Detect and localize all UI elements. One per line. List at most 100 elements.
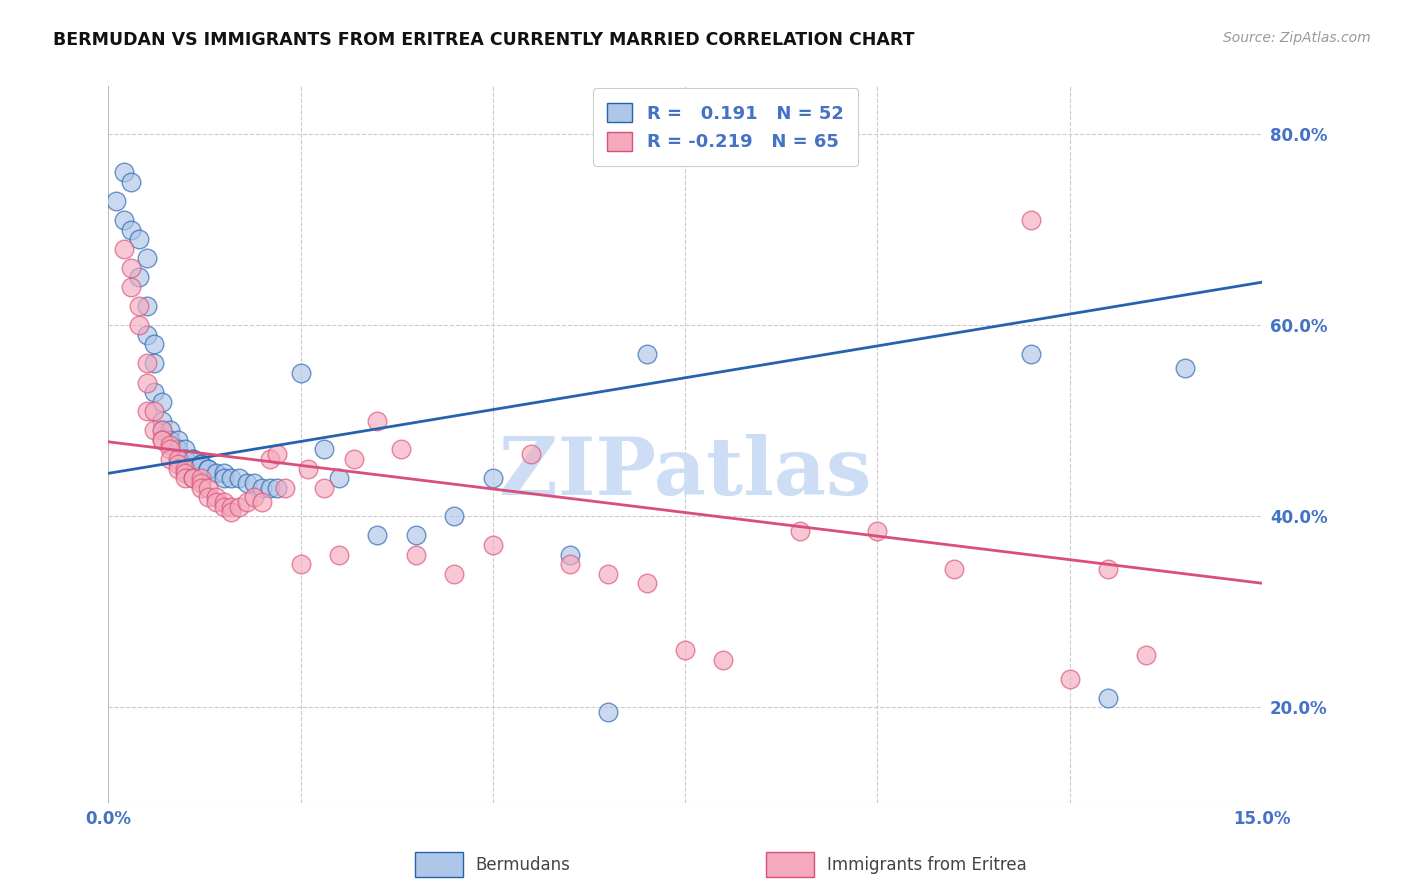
Text: Source: ZipAtlas.com: Source: ZipAtlas.com <box>1223 31 1371 45</box>
Text: BERMUDAN VS IMMIGRANTS FROM ERITREA CURRENTLY MARRIED CORRELATION CHART: BERMUDAN VS IMMIGRANTS FROM ERITREA CURR… <box>53 31 915 49</box>
Point <box>135 327 157 342</box>
Point <box>259 452 281 467</box>
Point <box>636 576 658 591</box>
Point <box>112 242 135 256</box>
Point <box>150 394 173 409</box>
Text: Bermudans: Bermudans <box>475 856 569 874</box>
Point <box>328 548 350 562</box>
Point <box>1135 648 1157 662</box>
Text: Immigrants from Eritrea: Immigrants from Eritrea <box>827 856 1026 874</box>
Point <box>150 433 173 447</box>
Point <box>481 538 503 552</box>
Point <box>128 299 150 313</box>
Point <box>174 452 197 467</box>
Point <box>190 471 212 485</box>
Point <box>128 232 150 246</box>
Point <box>598 705 620 719</box>
Point <box>405 548 427 562</box>
Point <box>120 175 142 189</box>
Point <box>212 495 235 509</box>
Point <box>343 452 366 467</box>
Point <box>143 385 166 400</box>
Point <box>181 452 204 467</box>
Point <box>221 471 243 485</box>
Point <box>228 500 250 514</box>
Point <box>120 222 142 236</box>
Point <box>228 471 250 485</box>
Point <box>150 433 173 447</box>
Point <box>190 457 212 471</box>
Point <box>1174 361 1197 376</box>
Point <box>190 475 212 490</box>
Point <box>135 299 157 313</box>
Point <box>135 252 157 266</box>
Point <box>205 467 228 481</box>
Point <box>366 414 388 428</box>
Point <box>174 461 197 475</box>
Point <box>221 500 243 514</box>
Point <box>166 433 188 447</box>
Point <box>174 442 197 457</box>
Point <box>443 509 465 524</box>
Point <box>274 481 297 495</box>
Point <box>1097 690 1119 705</box>
Point <box>159 433 181 447</box>
Point <box>713 653 735 667</box>
Point <box>598 566 620 581</box>
Point <box>1059 672 1081 686</box>
Point <box>104 194 127 208</box>
Point <box>943 562 966 576</box>
Point <box>166 452 188 467</box>
Point <box>197 461 219 475</box>
Point <box>558 548 581 562</box>
Point <box>558 557 581 571</box>
Point <box>112 213 135 227</box>
Point <box>197 490 219 504</box>
Point <box>243 475 266 490</box>
Point <box>120 260 142 275</box>
Point <box>150 423 173 437</box>
Point <box>197 481 219 495</box>
Point <box>174 452 197 467</box>
Point <box>128 318 150 333</box>
Point <box>150 414 173 428</box>
Point <box>866 524 889 538</box>
Point <box>212 500 235 514</box>
Point <box>366 528 388 542</box>
Point <box>159 438 181 452</box>
Point <box>789 524 811 538</box>
Point <box>112 165 135 179</box>
Point <box>1019 347 1042 361</box>
Point <box>405 528 427 542</box>
Point <box>166 461 188 475</box>
Point <box>1097 562 1119 576</box>
Point <box>243 490 266 504</box>
Point <box>297 461 319 475</box>
Point <box>328 471 350 485</box>
Point <box>250 495 273 509</box>
Point <box>235 475 257 490</box>
Point <box>159 423 181 437</box>
Point <box>266 447 288 461</box>
Point <box>636 347 658 361</box>
Point <box>143 337 166 351</box>
Legend: R =   0.191   N = 52, R = -0.219   N = 65: R = 0.191 N = 52, R = -0.219 N = 65 <box>593 88 858 166</box>
Point <box>150 423 173 437</box>
Point <box>135 404 157 418</box>
Point <box>135 376 157 390</box>
Point <box>159 442 181 457</box>
Point <box>143 423 166 437</box>
Point <box>128 270 150 285</box>
Point <box>266 481 288 495</box>
Point <box>205 490 228 504</box>
Text: ZIPatlas: ZIPatlas <box>499 434 872 512</box>
Point <box>673 643 696 657</box>
Point <box>143 356 166 370</box>
Point <box>181 452 204 467</box>
Point <box>197 461 219 475</box>
Point <box>290 557 312 571</box>
Point <box>166 442 188 457</box>
Point <box>443 566 465 581</box>
Point <box>159 452 181 467</box>
Point <box>481 471 503 485</box>
